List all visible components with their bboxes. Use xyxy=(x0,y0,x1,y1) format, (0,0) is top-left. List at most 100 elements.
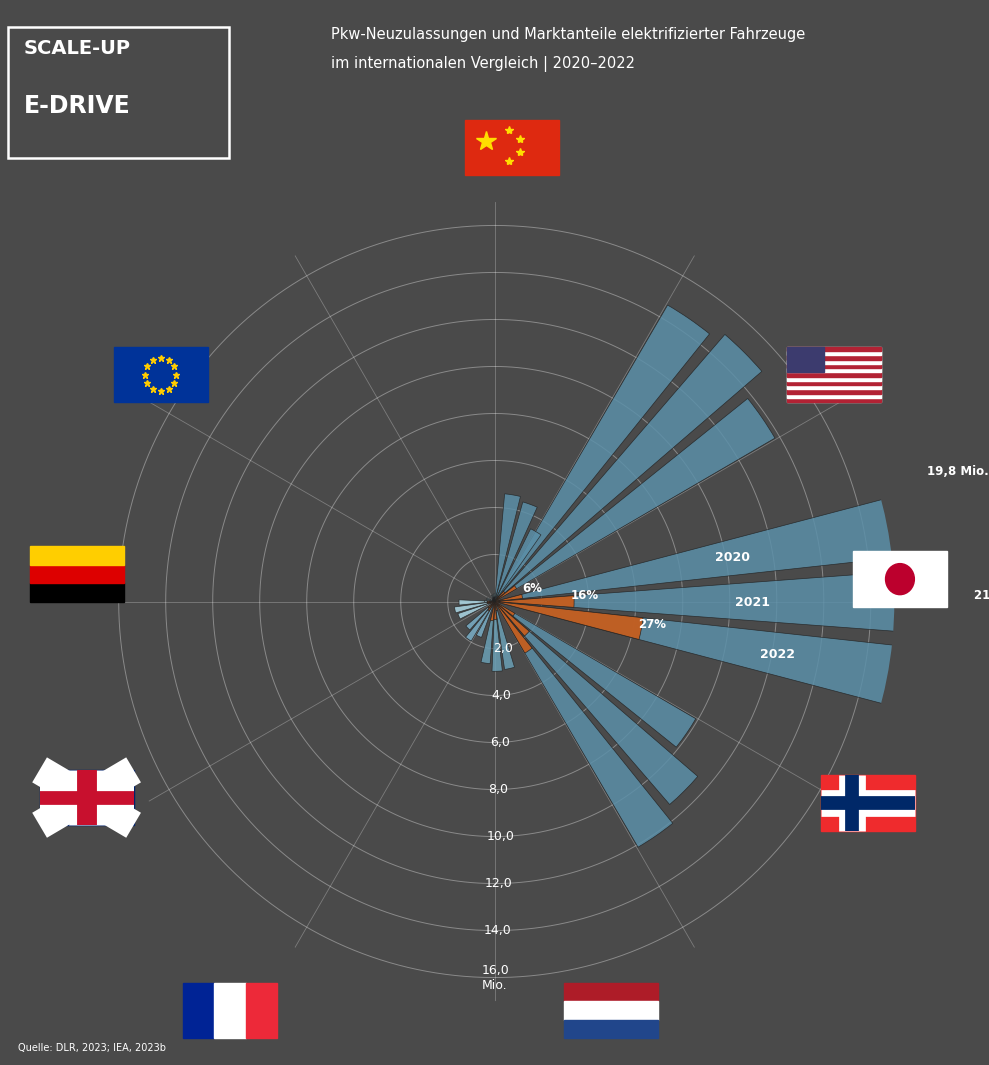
Bar xyxy=(30,564,124,584)
Bar xyxy=(491,595,494,602)
Bar xyxy=(853,552,946,607)
Bar xyxy=(487,602,494,604)
Bar xyxy=(465,120,559,176)
Bar xyxy=(491,602,494,604)
Bar xyxy=(485,601,494,602)
Text: SCALE-UP: SCALE-UP xyxy=(24,39,131,59)
Bar xyxy=(494,594,522,602)
Bar xyxy=(493,600,494,602)
Bar xyxy=(494,586,516,602)
Bar xyxy=(458,602,494,619)
Bar xyxy=(30,584,124,602)
Bar xyxy=(786,364,880,368)
Bar xyxy=(466,602,494,641)
Bar xyxy=(493,600,494,602)
Bar xyxy=(494,398,774,602)
Text: Quelle: DLR, 2023; IEA, 2023b: Quelle: DLR, 2023; IEA, 2023b xyxy=(18,1043,166,1052)
Text: Pkw-Neuzulassungen und Marktanteile elektrifizierter Fahrzeuge: Pkw-Neuzulassungen und Marktanteile elek… xyxy=(331,27,805,42)
Text: 16%: 16% xyxy=(571,589,598,602)
Bar xyxy=(487,602,494,603)
Text: im internationalen Vergleich | 2020–2022: im internationalen Vergleich | 2020–2022 xyxy=(331,56,635,72)
Bar xyxy=(494,591,504,602)
Text: 6,0: 6,0 xyxy=(490,736,509,749)
Bar xyxy=(466,602,494,630)
Bar xyxy=(494,529,541,602)
Bar xyxy=(786,373,880,377)
Bar xyxy=(488,602,494,611)
Bar xyxy=(494,602,514,617)
Text: 14,0: 14,0 xyxy=(483,924,510,937)
Bar xyxy=(786,368,880,373)
Text: 6%: 6% xyxy=(522,581,542,594)
Circle shape xyxy=(885,563,914,595)
Bar xyxy=(786,377,880,381)
Bar xyxy=(30,546,124,564)
Bar xyxy=(564,1020,658,1038)
Text: 2022: 2022 xyxy=(760,648,794,660)
Text: 4,0: 4,0 xyxy=(492,689,511,702)
Bar xyxy=(786,398,880,403)
Bar xyxy=(494,602,497,611)
Text: 19,8 Mio.: 19,8 Mio. xyxy=(927,464,988,478)
Bar xyxy=(786,347,880,351)
Bar xyxy=(40,770,134,825)
Bar xyxy=(494,596,498,602)
Bar xyxy=(494,602,514,670)
Bar xyxy=(494,602,989,742)
Bar xyxy=(494,600,495,602)
Bar xyxy=(786,394,880,398)
Text: 2021: 2021 xyxy=(735,595,769,608)
Bar xyxy=(786,347,880,403)
Bar xyxy=(459,600,494,605)
Bar xyxy=(494,602,697,805)
Bar xyxy=(494,503,537,602)
Bar xyxy=(494,602,695,748)
Text: 8,0: 8,0 xyxy=(488,783,508,796)
Text: 12,0: 12,0 xyxy=(485,876,512,890)
Bar xyxy=(492,602,502,672)
Bar xyxy=(494,595,574,608)
Bar xyxy=(494,566,989,638)
Bar xyxy=(487,599,494,602)
Bar xyxy=(786,360,880,364)
Bar xyxy=(494,484,957,602)
Bar xyxy=(493,595,494,602)
Bar xyxy=(494,494,520,602)
Bar xyxy=(492,601,494,602)
Bar xyxy=(493,597,494,602)
Text: 2,0: 2,0 xyxy=(493,642,512,655)
Bar xyxy=(564,1001,658,1020)
Bar xyxy=(215,983,245,1038)
Bar xyxy=(493,599,494,602)
Bar xyxy=(491,602,494,621)
Text: 21,1 Mio.: 21,1 Mio. xyxy=(973,589,989,602)
Bar xyxy=(476,602,494,638)
Bar xyxy=(494,602,643,640)
Bar xyxy=(786,390,880,394)
Bar xyxy=(183,983,215,1038)
Bar xyxy=(114,347,208,403)
Bar xyxy=(564,983,658,1001)
Text: 2020: 2020 xyxy=(715,552,750,564)
Bar xyxy=(493,599,494,602)
Text: 16,0
Mio.: 16,0 Mio. xyxy=(482,964,509,992)
Text: E-DRIVE: E-DRIVE xyxy=(24,94,131,118)
Bar xyxy=(786,356,880,360)
Bar xyxy=(486,600,494,602)
Bar xyxy=(493,602,494,606)
Text: 10,0: 10,0 xyxy=(487,830,514,843)
Bar xyxy=(494,602,529,636)
Bar xyxy=(494,306,709,602)
Bar xyxy=(821,775,915,831)
Bar xyxy=(488,602,494,608)
Bar xyxy=(494,602,532,653)
Bar xyxy=(494,602,673,848)
Bar xyxy=(786,347,824,373)
Bar xyxy=(494,602,496,620)
Bar xyxy=(786,351,880,356)
Bar xyxy=(245,983,277,1038)
Bar xyxy=(481,602,494,663)
Bar xyxy=(494,334,762,602)
Bar xyxy=(454,602,494,613)
Text: 27%: 27% xyxy=(638,618,666,630)
